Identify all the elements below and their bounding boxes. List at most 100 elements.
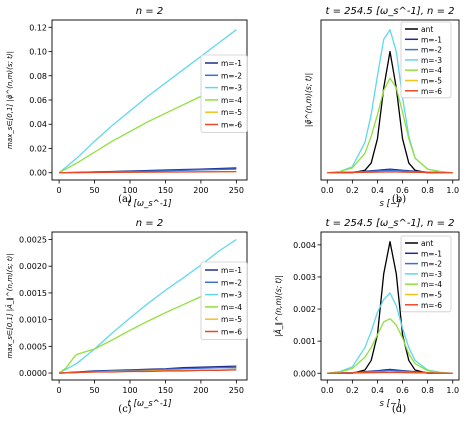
y-tick-label: 0.04 (29, 120, 47, 129)
x-tick-label: 0.4 (371, 386, 384, 395)
series-group (58, 238, 237, 374)
x-tick-label: 0.0 (321, 386, 334, 395)
x-tick-label: 0.2 (346, 386, 359, 395)
legend-label: m=-2 (421, 260, 442, 269)
y-axis-label: max_s∈[0,1] |Ã_∥^(n,m)(s; t)| (5, 253, 14, 358)
x-tick-label: 0 (57, 186, 62, 195)
x-tick-label: 100 (122, 386, 137, 395)
x-tick-label: 50 (89, 386, 99, 395)
legend-label: m=-2 (221, 71, 242, 80)
y-tick-label: 0.08 (29, 72, 47, 81)
x-tick-label: 0.4 (371, 186, 384, 195)
legend-frame (200, 54, 248, 133)
x-tick-label: 0.8 (421, 186, 434, 195)
legend: m=-1 m=-2 m=-3 m=-4 m=-5 m=-6 (200, 54, 248, 133)
y-axis-label: |φ̃^(n,m)(s; t)| (304, 73, 313, 127)
legend-label: m=-3 (221, 84, 242, 93)
panel-title: t = 254.5 [ω_s^-1], n = 2 (326, 218, 455, 229)
series-line-m=-4 (327, 77, 453, 174)
y-tick-label: 0.06 (29, 96, 47, 105)
legend: m=-1 m=-2 m=-3 m=-4 m=-5 m=-6 (200, 261, 248, 340)
panel-c: 0 50 100 150 200 250 0.0000 0.0005 0.0010 0.0015 0… (5, 218, 248, 415)
series-group (327, 29, 453, 174)
y-tick-label: 0.001 (293, 337, 316, 346)
panel-a: 0 50 100 150 200 250 0.00 0.02 0.04 0.06 0.08 0.10 0… (6, 6, 248, 209)
legend-label: m=-2 (221, 278, 242, 287)
x-tick-label: 250 (229, 186, 244, 195)
legend-label: m=-3 (421, 56, 442, 65)
legend-label: m=-2 (421, 46, 442, 55)
x-tick-label: 150 (158, 186, 173, 195)
y-axis-label: max_s∈[0,1] |φ̃^(n,m)(s; t)| (6, 51, 14, 149)
y-tick-label: 0.0000 (19, 369, 47, 378)
x-tick-label: 0.2 (346, 186, 359, 195)
legend-label: m=-6 (421, 301, 442, 310)
legend-label: m=-1 (421, 35, 442, 44)
x-tick-label: 50 (89, 186, 99, 195)
x-tick-label: 0.0 (321, 186, 334, 195)
x-axis-label: s [−] (380, 199, 401, 209)
y-tick-label: 0.003 (293, 273, 316, 282)
x-tick-label: 200 (193, 186, 208, 195)
legend-frame (200, 261, 248, 340)
legend-frame (400, 21, 452, 99)
panel-caption: (d) (392, 404, 406, 415)
axes-frame (320, 19, 460, 181)
legend-label: m=-3 (421, 270, 442, 279)
y-tick-label: 0.0025 (19, 235, 47, 244)
y-tick-label: 0.0020 (19, 262, 47, 271)
x-tick-label: 1.0 (446, 186, 459, 195)
x-tick-label: 0 (57, 386, 62, 395)
y-tick-label: 0.0005 (19, 342, 47, 351)
series-line-m=-6 (59, 369, 237, 374)
y-tick-label: 0.004 (293, 241, 316, 250)
legend-label: ant (421, 25, 433, 34)
y-tick-label: 0.10 (29, 48, 47, 57)
y-tick-label: 0.0015 (19, 289, 47, 298)
x-tick-label: 0.6 (396, 186, 409, 195)
series-line-ant (327, 240, 453, 374)
x-axis-label: t [ω_s^-1] (127, 199, 171, 209)
x-axis-label: t [ω_s^-1] (127, 399, 171, 409)
panel-caption: (b) (392, 194, 406, 205)
x-tick-label: 150 (158, 386, 173, 395)
y-tick-label: 0.0010 (19, 316, 47, 325)
legend-label: m=-4 (421, 280, 442, 289)
panel-title: n = 2 (136, 6, 163, 17)
x-tick-label: 0.6 (396, 386, 409, 395)
series-line-ant (327, 50, 453, 174)
series-group (327, 240, 453, 374)
legend-label: m=-6 (221, 121, 242, 130)
y-tick-label: 0.002 (293, 305, 316, 314)
panel-title: t = 254.5 [ω_s^-1], n = 2 (326, 6, 455, 17)
legend-label: m=-5 (421, 77, 442, 86)
panel-caption: (c) (118, 404, 132, 415)
panel-title: n = 2 (136, 218, 163, 229)
legend-label: m=-5 (421, 291, 442, 300)
panel-caption: (a) (118, 194, 132, 205)
y-tick-label: 0.02 (29, 144, 47, 153)
legend-label: m=-1 (221, 266, 242, 275)
y-axis-label: |Ã_∥^(n,m)(s; t)| (274, 275, 283, 337)
y-tick-label: 0.12 (29, 23, 47, 32)
legend-label: m=-6 (221, 328, 242, 337)
legend-label: m=-5 (221, 108, 242, 117)
series-line-m=-6 (327, 371, 453, 374)
series-line-m=-3 (58, 238, 237, 374)
panel-d: 0.0 0.2 0.4 0.6 0.8 1.0 0.000 0.001 0.002 0.003 0.… (274, 218, 460, 415)
legend-label: m=-5 (221, 315, 242, 324)
panel-b: 0.0 0.2 0.4 0.6 0.8 1.0 t = 254.5 [ω_s^-1], n … (304, 6, 460, 209)
x-axis-label: s [−] (380, 399, 401, 409)
series-line-m=-4 (327, 318, 453, 374)
series-line-m=-3 (58, 29, 237, 174)
legend-label: m=-1 (221, 59, 242, 68)
legend-label: m=-4 (221, 96, 242, 105)
legend-frame (400, 235, 452, 313)
legend-label: m=-3 (221, 291, 242, 300)
legend-label: m=-4 (221, 303, 242, 312)
y-tick-label: 0.000 (293, 369, 316, 378)
series-line-m=-6 (327, 171, 453, 174)
